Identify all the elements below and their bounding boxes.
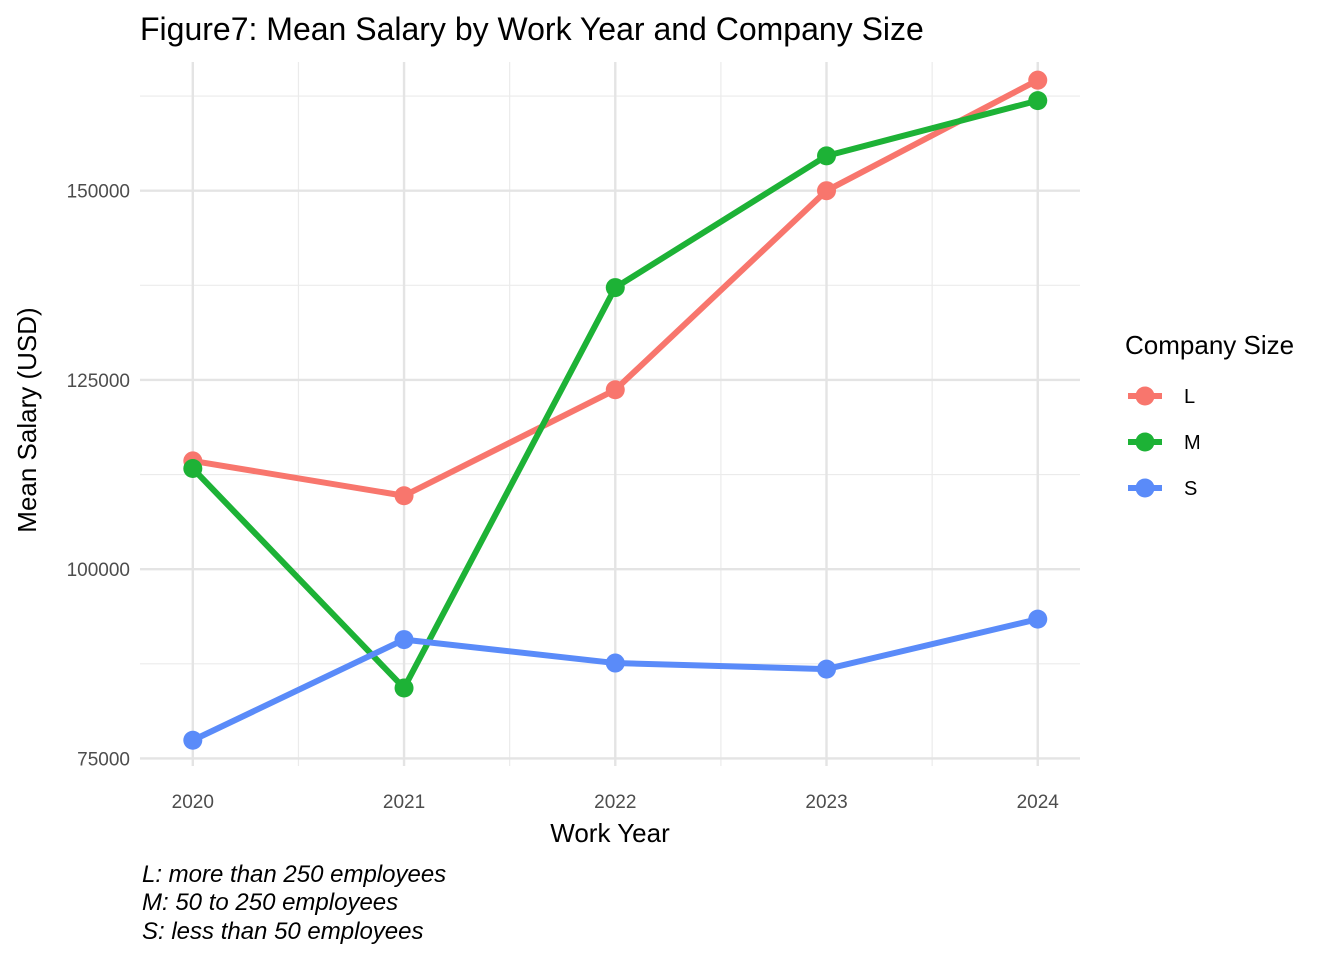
data-point-S <box>394 630 414 650</box>
legend-point <box>1135 386 1155 406</box>
data-point-S <box>605 653 625 673</box>
x-tick-label: 2023 <box>805 792 847 813</box>
y-tick-label: 150000 <box>67 182 130 203</box>
series-M <box>183 91 1048 698</box>
data-point-M <box>817 146 837 166</box>
y-axis-ticks: 75000 100000 125000 150000 <box>67 182 130 771</box>
x-tick-label: 2022 <box>594 792 636 813</box>
caption-line: S: less than 50 employees <box>142 918 424 945</box>
y-tick-label: 125000 <box>67 371 130 392</box>
legend-key-L <box>1128 386 1162 406</box>
chart-title: Figure7: Mean Salary by Work Year and Co… <box>140 11 924 47</box>
data-point-S <box>1028 609 1048 629</box>
x-axis-title: Work Year <box>550 818 670 848</box>
data-point-S <box>817 659 837 679</box>
caption-line: L: more than 250 employees <box>142 861 446 888</box>
series-S <box>183 609 1048 750</box>
data-point-M <box>605 278 625 298</box>
data-point-L <box>605 380 625 400</box>
x-tick-label: 2021 <box>383 792 425 813</box>
legend-key-M <box>1128 432 1162 452</box>
x-tick-label: 2024 <box>1017 792 1060 813</box>
data-point-L <box>394 486 414 506</box>
data-point-M <box>183 459 203 479</box>
x-tick-label: 2020 <box>172 792 214 813</box>
legend-label: L <box>1184 386 1195 408</box>
data-point-M <box>1028 91 1048 111</box>
y-tick-label: 100000 <box>67 560 130 581</box>
legend-label: M <box>1184 432 1201 454</box>
grid-lines <box>140 62 1080 766</box>
legend-point <box>1135 432 1155 452</box>
data-point-L <box>1028 70 1048 90</box>
legend-point <box>1135 478 1155 498</box>
legend: Company Size L M S <box>1125 330 1294 500</box>
caption-line: M: 50 to 250 employees <box>142 889 398 916</box>
caption: L: more than 250 employees M: 50 to 250 … <box>142 861 446 945</box>
y-axis-title: Mean Salary (USD) <box>12 307 42 532</box>
legend-title: Company Size <box>1125 330 1294 360</box>
y-tick-label: 75000 <box>77 749 130 770</box>
legend-key-S <box>1128 478 1162 498</box>
data-point-L <box>817 181 837 201</box>
x-axis-ticks: 2020 2021 2022 2023 2024 <box>172 792 1060 813</box>
legend-label: S <box>1184 478 1197 500</box>
data-point-S <box>183 730 203 750</box>
series-lines <box>183 70 1048 750</box>
data-point-M <box>394 678 414 698</box>
